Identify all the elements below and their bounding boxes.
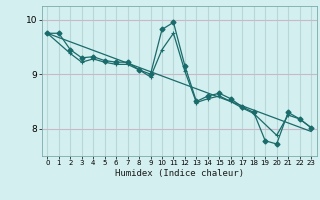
X-axis label: Humidex (Indice chaleur): Humidex (Indice chaleur) (115, 169, 244, 178)
